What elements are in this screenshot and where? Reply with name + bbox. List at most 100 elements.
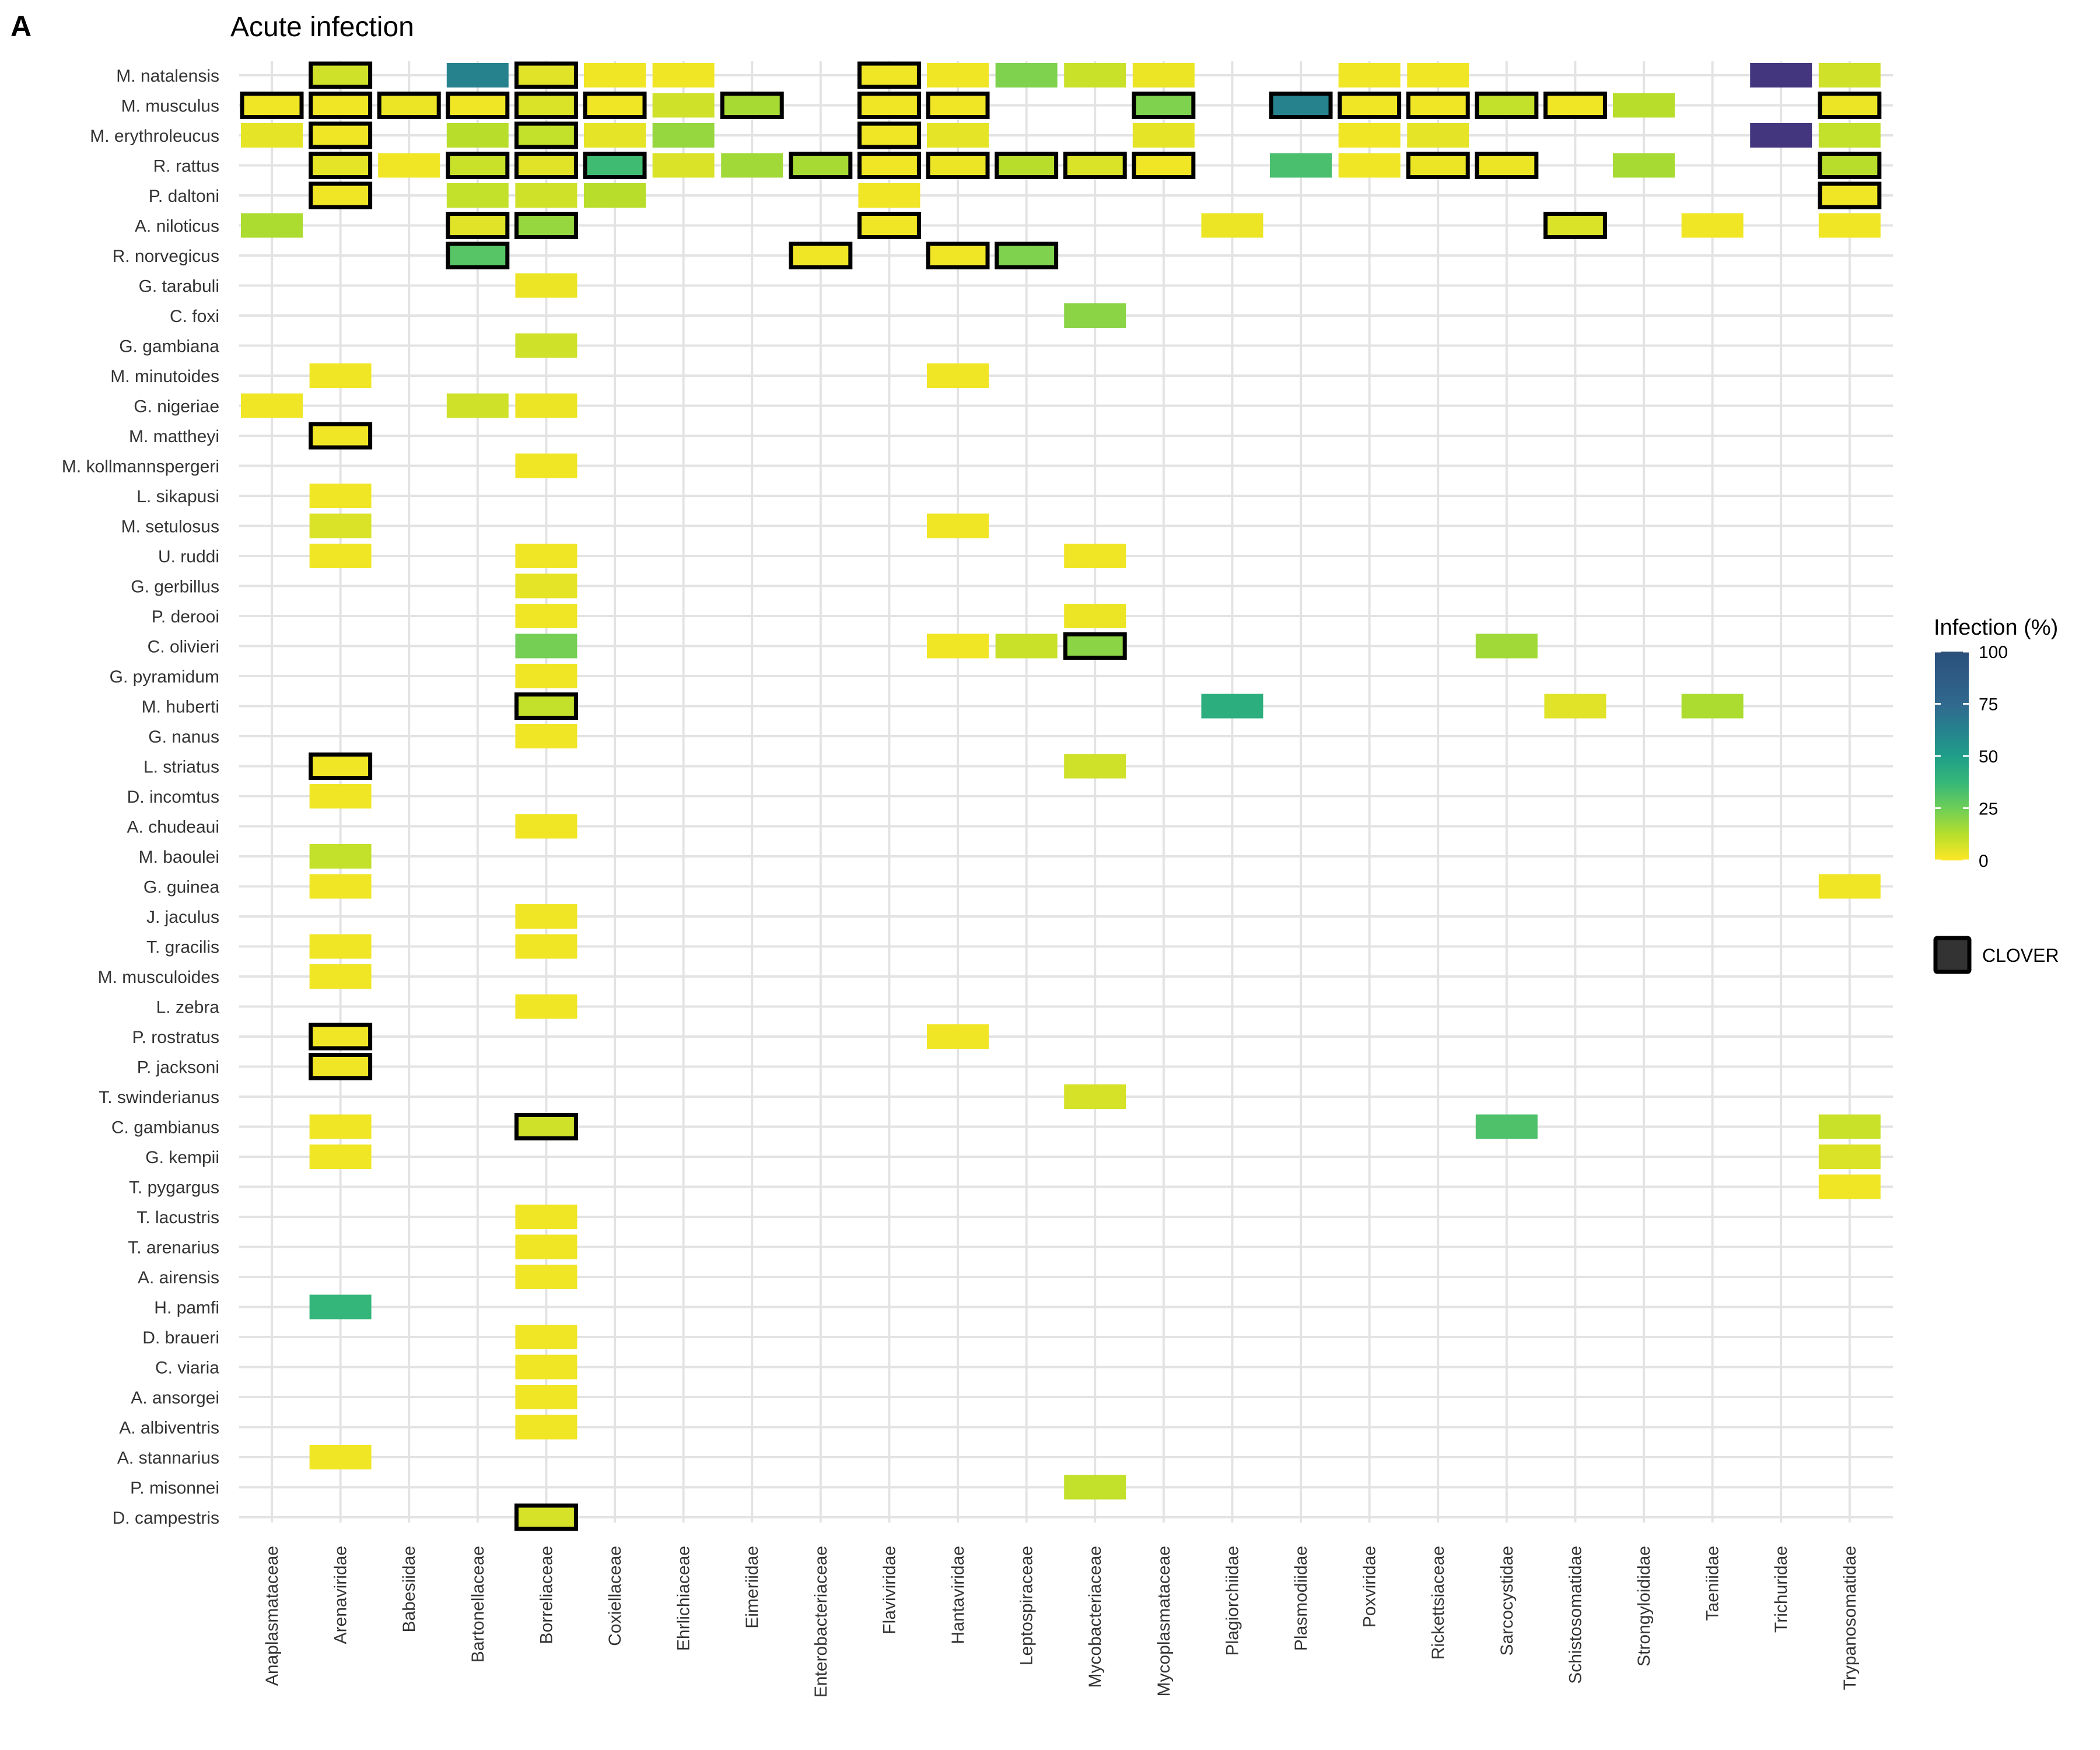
heatmap-cell xyxy=(309,484,372,508)
clover-outline xyxy=(309,92,373,119)
heatmap-cell xyxy=(515,814,578,839)
y-tick-label: M. minutoides xyxy=(110,367,219,386)
y-tick-label: C. viaria xyxy=(155,1359,219,1378)
heatmap-cell xyxy=(1064,303,1126,328)
heatmap-cell xyxy=(927,63,989,88)
heatmap-cell xyxy=(446,93,509,118)
clover-outline xyxy=(446,92,510,119)
heatmap-cell xyxy=(1475,634,1538,659)
heatmap-cell xyxy=(515,724,578,748)
y-tick-label: G. guinea xyxy=(144,878,219,897)
heatmap-cell xyxy=(584,183,646,208)
heatmap-cell xyxy=(1407,63,1469,88)
y-axis-labels: M. natalensis M. musculus M. erythroleucus… xyxy=(62,66,219,1528)
heatmap-cell xyxy=(309,1024,372,1049)
clover-outline xyxy=(857,152,921,179)
clover-outline xyxy=(1406,152,1470,179)
heatmap-cell xyxy=(927,123,989,148)
clover-legend-label: CLOVER xyxy=(1982,945,2059,966)
x-tick-label: Babesiidae xyxy=(400,1546,419,1632)
y-tick-label: G. pyramidum xyxy=(110,667,219,687)
heatmap-cell xyxy=(995,153,1058,178)
clover-outline xyxy=(789,152,853,179)
heatmap-cell xyxy=(446,123,509,148)
heatmap-cell xyxy=(515,123,578,148)
y-tick-label: C. gambianus xyxy=(111,1118,219,1138)
heatmap-cell xyxy=(1064,544,1126,568)
y-tick-label: T. pygargus xyxy=(129,1178,219,1198)
y-tick-label: T. lacustris xyxy=(136,1208,219,1227)
heatmap-cell xyxy=(1338,93,1401,118)
clover-outline xyxy=(1818,181,1882,209)
heatmap-cell xyxy=(789,153,852,178)
heatmap-cell xyxy=(1132,123,1195,148)
heatmap-cell xyxy=(1818,183,1881,208)
clover-outline xyxy=(720,92,784,119)
heatmap-cell xyxy=(927,93,989,118)
heatmap-cell xyxy=(309,934,372,959)
y-tick-label: C. foxi xyxy=(170,307,219,326)
heatmap-cell xyxy=(241,213,303,238)
y-tick-label: M. natalensis xyxy=(116,66,219,86)
x-tick-label: Ehrlichiaceae xyxy=(674,1546,694,1651)
clover-outline xyxy=(1543,212,1607,239)
heatmap-cell xyxy=(1064,153,1126,178)
heatmap-cell xyxy=(789,243,852,268)
heatmap-cell xyxy=(584,93,646,118)
clover-outline xyxy=(1818,152,1882,179)
heatmap-cell xyxy=(1064,63,1126,88)
heatmap-cell xyxy=(515,544,578,568)
heatmap-cell xyxy=(309,123,372,148)
x-axis-labels: Anaplasmataceae Arenaviridae Babesiidae Bar… xyxy=(262,1546,1860,1698)
heatmap-cell xyxy=(927,1024,989,1049)
y-tick-label: L. striatus xyxy=(144,758,219,777)
heatmap-cell xyxy=(309,424,372,448)
y-tick-label: A. stannarius xyxy=(117,1448,219,1468)
heatmap-cell xyxy=(1338,153,1401,178)
heatmap-cell xyxy=(1338,63,1401,88)
heatmap-cell xyxy=(995,63,1058,88)
x-tick-label: Plagiorchiidae xyxy=(1223,1546,1242,1656)
heatmap-cell xyxy=(1818,1144,1881,1169)
heatmap-cell xyxy=(1270,93,1332,118)
heatmap-cell xyxy=(584,63,646,88)
heatmap-cell xyxy=(858,123,921,148)
y-tick-label: G. tarabuli xyxy=(139,277,219,296)
heatmap-cell xyxy=(652,63,715,88)
y-tick-label: M. mattheyi xyxy=(129,427,219,446)
heatmap-cell xyxy=(1407,153,1469,178)
x-tick-label: Trichuridae xyxy=(1772,1546,1791,1633)
heatmap-cell xyxy=(1613,93,1675,118)
clover-outline xyxy=(446,152,510,179)
y-tick-label: J. jaculus xyxy=(146,908,219,927)
clover-outline xyxy=(514,92,578,119)
heatmap-cell xyxy=(446,243,509,268)
heatmap-cell xyxy=(1201,213,1264,238)
clover-outline xyxy=(1406,92,1470,119)
colorbar-tick-label: 25 xyxy=(1979,800,1998,819)
heatmap-cell xyxy=(309,153,372,178)
y-tick-label: G. nigeriae xyxy=(134,397,219,416)
clover-outline xyxy=(309,752,373,780)
y-tick-label: P. derooi xyxy=(152,607,219,626)
heatmap-cell xyxy=(241,393,303,418)
heatmap-cell xyxy=(515,904,578,929)
heatmap-cell xyxy=(1132,153,1195,178)
y-tick-label: R. rattus xyxy=(153,157,219,176)
heatmap-cell xyxy=(515,153,578,178)
heatmap-cell xyxy=(1818,1114,1881,1139)
heatmap-cell xyxy=(309,183,372,208)
heatmap-cell xyxy=(515,213,578,238)
y-tick-label: T. gracilis xyxy=(146,938,219,957)
heatmap-cell xyxy=(309,1445,372,1469)
y-tick-label: P. misonnei xyxy=(130,1479,219,1498)
clover-outline xyxy=(309,181,373,209)
heatmap-cell xyxy=(309,1114,372,1139)
heatmap-cell xyxy=(1818,153,1881,178)
clover-outline xyxy=(514,212,578,239)
clover-outline xyxy=(583,152,647,179)
x-tick-label: Anaplasmataceae xyxy=(262,1546,282,1686)
colorbar-ticks: 0 25 50 75 100 xyxy=(1935,643,2008,871)
heatmap-cell xyxy=(1681,694,1744,719)
y-tick-label: C. olivieri xyxy=(148,638,219,657)
